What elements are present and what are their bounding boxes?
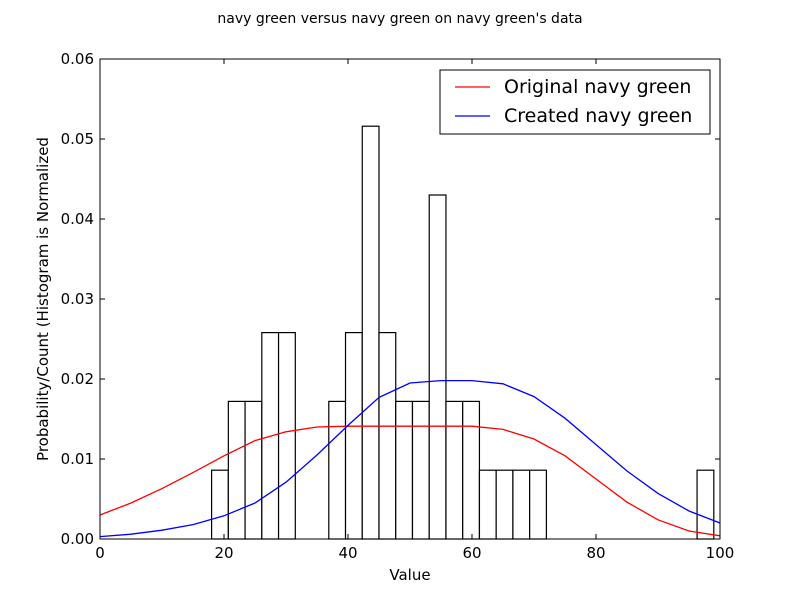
legend: Original navy green Created navy green (439, 69, 711, 135)
axis-ticks: 0 20 40 60 80 100 0.00 0.01 0.02 0.03 0.04 0.05 0.06 (61, 50, 735, 562)
x-axis-label: Value (389, 566, 430, 584)
histogram-bar (428, 194, 447, 540)
histogram-bar (227, 400, 246, 540)
x-tick-label: 20 (214, 544, 233, 562)
y-tick-label: 0.05 (61, 130, 94, 148)
series-line-original (99, 425, 721, 537)
x-tick-label: 60 (462, 544, 481, 562)
y-tick-label: 0.03 (61, 290, 94, 308)
histogram-bar (344, 332, 363, 540)
y-tick-label: 0.00 (61, 530, 94, 548)
histogram-bar (328, 400, 347, 540)
histogram-bar (244, 400, 263, 540)
x-tick-label: 40 (338, 544, 357, 562)
legend-label-created: Created navy green (504, 105, 692, 127)
y-tick-label: 0.02 (61, 370, 94, 388)
x-tick-label: 100 (706, 544, 735, 562)
histogram-bar (361, 125, 380, 540)
y-tick-label: 0.04 (61, 210, 94, 228)
histogram-bar (277, 332, 296, 540)
histogram-bar (378, 332, 397, 540)
histogram-bar (395, 400, 414, 540)
y-axis-label: Probability/Count (Histogram is Normaliz… (34, 137, 52, 461)
y-tick-label: 0.06 (61, 50, 94, 68)
legend-box (439, 69, 711, 135)
histogram-bar (462, 400, 481, 540)
histogram-bar (529, 469, 547, 540)
histogram-bar (495, 469, 514, 540)
histogram-bar (696, 469, 715, 540)
x-tick-label: 0 (95, 544, 105, 562)
histogram-bar (411, 400, 430, 540)
histogram-bar (445, 400, 464, 540)
x-tick-label: 80 (586, 544, 605, 562)
density-lines (99, 379, 721, 538)
series-line-created (99, 379, 721, 538)
histogram-bar (478, 469, 497, 540)
legend-label-original: Original navy green (504, 76, 691, 98)
histogram-bar (512, 469, 531, 540)
y-tick-label: 0.01 (61, 450, 94, 468)
histogram-bar (211, 469, 229, 540)
chart-title: navy green versus navy green on navy gre… (217, 11, 582, 27)
